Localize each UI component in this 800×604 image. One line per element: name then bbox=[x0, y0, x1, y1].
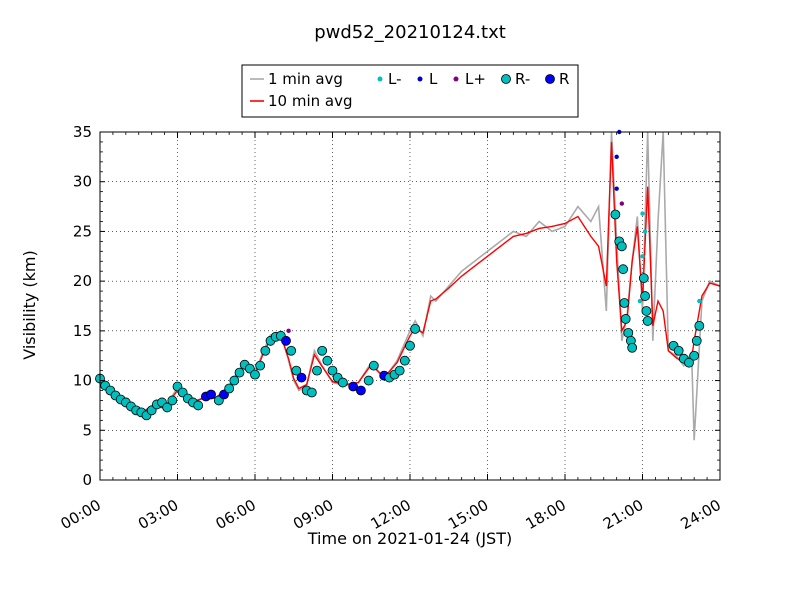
marker-L bbox=[614, 186, 619, 191]
marker-Rminus bbox=[627, 342, 638, 353]
marker-Rminus bbox=[322, 355, 333, 366]
y-axis-label: Visibility (km) bbox=[20, 250, 39, 359]
marker-Rminus bbox=[291, 365, 302, 376]
marker-Rminus bbox=[638, 273, 649, 284]
legend-swatch-circle bbox=[501, 74, 511, 84]
y-tick-label: 5 bbox=[82, 421, 92, 439]
legend-label: 1 min avg bbox=[268, 70, 343, 88]
marker-Lplus bbox=[619, 201, 625, 206]
marker-Rminus bbox=[641, 306, 652, 316]
marker-R bbox=[356, 385, 366, 396]
marker-Rminus bbox=[640, 291, 650, 301]
y-tick-label: 20 bbox=[73, 272, 92, 290]
marker-Rminus bbox=[642, 316, 653, 326]
marker-Rminus bbox=[673, 345, 684, 356]
legend-swatch-dot bbox=[377, 76, 383, 82]
marker-R bbox=[348, 381, 359, 392]
marker-Rminus bbox=[260, 345, 271, 356]
marker-Rminus bbox=[229, 375, 240, 386]
marker-Rminus bbox=[363, 375, 374, 386]
legend-box bbox=[241, 64, 579, 118]
y-tick-label: 10 bbox=[73, 372, 92, 390]
legend-label: L+ bbox=[465, 70, 486, 88]
marker-Rminus bbox=[193, 400, 204, 411]
chart-title: pwd52_20210124.txt bbox=[314, 22, 506, 43]
marker-Rminus bbox=[167, 395, 178, 406]
marker-Rminus bbox=[689, 350, 700, 361]
marker-Rminus bbox=[306, 387, 317, 398]
marker-Lminus bbox=[642, 229, 648, 234]
legend-label: 10 min avg bbox=[268, 92, 353, 110]
marker-R bbox=[281, 335, 291, 346]
marker-Rminus bbox=[224, 383, 235, 394]
marker-L bbox=[614, 154, 619, 160]
marker-Lminus bbox=[640, 254, 645, 259]
marker-R bbox=[206, 389, 216, 400]
legend-swatch-dot bbox=[417, 76, 423, 82]
marker-Rminus bbox=[337, 377, 348, 388]
marker-Rminus bbox=[619, 298, 630, 308]
marker-Rminus bbox=[620, 314, 631, 324]
marker-Rminus bbox=[394, 365, 405, 376]
marker-Rminus bbox=[405, 340, 415, 351]
marker-Rminus bbox=[312, 365, 322, 376]
data-markers bbox=[95, 129, 705, 421]
marker-Lplus bbox=[286, 328, 291, 334]
marker-Rminus bbox=[327, 365, 338, 376]
marker-Rminus bbox=[410, 323, 421, 334]
legend-swatch-circle bbox=[545, 74, 555, 84]
marker-Rminus bbox=[399, 355, 410, 366]
marker-Rminus bbox=[618, 264, 629, 275]
legend-swatch-dot bbox=[453, 76, 459, 82]
legend-label: R bbox=[559, 70, 569, 88]
y-tick-label: 0 bbox=[82, 471, 92, 489]
y-tick-label: 35 bbox=[73, 123, 92, 141]
legend-label: R- bbox=[515, 70, 530, 88]
marker-Lminus bbox=[637, 298, 643, 304]
x-axis-label: Time on 2021-01-24 (JST) bbox=[307, 529, 512, 548]
legend-label: L- bbox=[388, 70, 402, 88]
marker-Rminus bbox=[317, 345, 328, 356]
marker-Rminus bbox=[234, 367, 245, 378]
marker-Rminus bbox=[610, 209, 621, 220]
marker-Rminus bbox=[162, 402, 173, 413]
marker-Rminus bbox=[255, 360, 266, 371]
marker-Rminus bbox=[694, 320, 705, 331]
y-tick-label: 25 bbox=[73, 222, 92, 240]
marker-R bbox=[296, 372, 307, 383]
marker-Rminus bbox=[286, 345, 297, 356]
legend: 1 min avg L- L L+ R- R 10 min avg bbox=[241, 64, 579, 118]
marker-Rminus bbox=[684, 357, 694, 368]
y-tick-label: 30 bbox=[73, 173, 92, 191]
y-tick-label: 15 bbox=[73, 322, 92, 340]
marker-Lminus bbox=[697, 298, 702, 304]
marker-Rminus bbox=[368, 360, 379, 371]
legend-label: L bbox=[429, 70, 438, 88]
marker-Rminus bbox=[250, 369, 260, 380]
marker-Lminus bbox=[640, 211, 645, 216]
marker-Rminus bbox=[691, 335, 702, 346]
marker-Rminus bbox=[616, 241, 627, 252]
